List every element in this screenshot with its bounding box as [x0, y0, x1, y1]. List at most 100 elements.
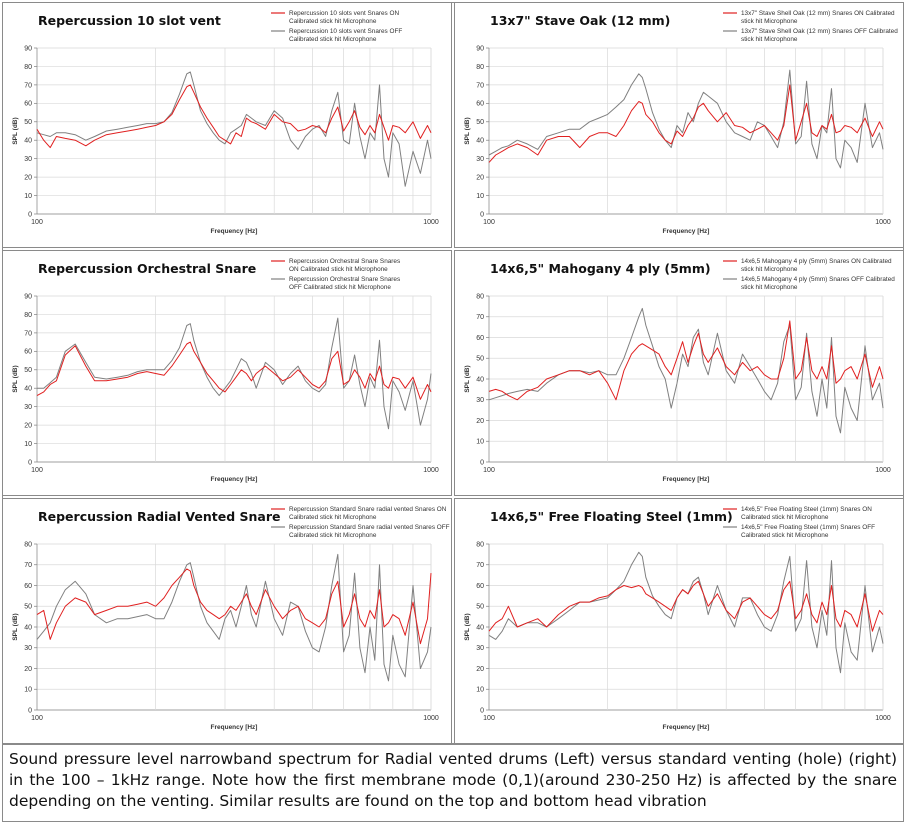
legend-label-off: 13x7" Stave Shell Oak (12 mm) Snares OFF… — [741, 28, 898, 35]
y-tick-label: 60 — [24, 101, 32, 108]
chart-panel-3: Repercussion Orchestral Snare 0 10 20 30 40 50… — [2, 250, 452, 496]
y-tick-label: 70 — [476, 562, 484, 569]
y-tick-label: 70 — [476, 82, 484, 89]
series-line-snares-on — [488, 580, 884, 632]
y-tick-label: 70 — [24, 330, 32, 337]
y-tick-label: 0 — [480, 459, 484, 466]
chart-svg-1: Repercussion 10 slot vent 0 10 20 30 40 50 60 70… — [12, 10, 439, 235]
y-tick-label: 80 — [476, 293, 484, 300]
series-line-snares-off — [37, 317, 432, 430]
x-axis-label: Frequency [Hz] — [211, 724, 258, 731]
x-axis-label: Frequency [Hz] — [663, 724, 710, 731]
x-axis-label: Frequency [Hz] — [663, 228, 710, 235]
y-tick-label: 50 — [24, 367, 32, 374]
y-axis-label: SPL (dB) — [464, 613, 471, 640]
y-tick-label: 20 — [24, 666, 32, 673]
y-tick-label: 10 — [24, 193, 32, 200]
y-tick-label: 30 — [24, 156, 32, 163]
x-tick-label: 100 — [483, 715, 495, 722]
legend-label-off: Repercussion Standard Snare radial vente… — [289, 524, 450, 531]
y-tick-label: 0 — [28, 459, 32, 466]
y-tick-label: 50 — [24, 119, 32, 126]
y-tick-label: 10 — [476, 687, 484, 694]
x-tick-label: 100 — [31, 219, 43, 226]
x-axis-label: Frequency [Hz] — [211, 228, 258, 235]
y-tick-label: 40 — [476, 138, 484, 145]
legend-label-on: Calibrated stick hit Microphone — [289, 18, 377, 25]
legend-label-on: Repercussion 10 slots vent Snares ON — [289, 10, 399, 17]
x-tick-label: 1000 — [875, 219, 891, 226]
chart-svg-2: 13x7" Stave Oak (12 mm) 0 10 20 30 40 50 60 70 80… — [464, 10, 898, 235]
x-tick-label: 100 — [31, 467, 43, 474]
y-tick-label: 30 — [476, 397, 484, 404]
figure-caption: Sound pressure level narrowband spectrum… — [2, 744, 904, 822]
y-tick-label: 60 — [24, 583, 32, 590]
series-line-snares-on — [36, 568, 432, 645]
legend-label-on: stick hit Microphone — [741, 18, 798, 25]
y-tick-label: 50 — [24, 604, 32, 611]
legend-label-off: stick hit Microphone — [741, 284, 798, 291]
y-tick-label: 50 — [476, 604, 484, 611]
legend-label-on: Calibrated stick hit Microphone — [741, 514, 829, 521]
legend-label-on: Repercussion Orchestral Snare Snares — [289, 258, 400, 265]
y-tick-label: 20 — [476, 418, 484, 425]
y-tick-label: 90 — [476, 45, 484, 52]
y-tick-label: 10 — [24, 441, 32, 448]
y-tick-label: 80 — [24, 312, 32, 319]
x-tick-label: 1000 — [423, 467, 439, 474]
y-tick-label: 40 — [24, 386, 32, 393]
y-tick-label: 30 — [24, 645, 32, 652]
y-tick-label: 40 — [24, 138, 32, 145]
series-line-snares-on — [488, 320, 884, 401]
series-line-snares-off — [36, 71, 432, 187]
y-tick-label: 80 — [476, 541, 484, 548]
x-tick-label: 1000 — [423, 219, 439, 226]
legend-label-off: Repercussion Orchestral Snare Snares — [289, 276, 400, 283]
x-tick-label: 1000 — [875, 715, 891, 722]
y-axis-label: SPL (dB) — [12, 365, 19, 392]
legend-label-on: Repercussion Standard Snare radial vente… — [289, 506, 447, 513]
y-axis-label: SPL (dB) — [464, 365, 471, 392]
legend-label-off: OFF Calibrated stick hit Microphone — [289, 284, 391, 291]
y-tick-label: 10 — [476, 193, 484, 200]
y-tick-label: 0 — [480, 707, 484, 714]
y-tick-label: 80 — [24, 541, 32, 548]
legend-label-off: Calibrated stick hit Microphone — [289, 36, 377, 43]
legend-label-on: stick hit Microphone — [741, 266, 798, 273]
y-tick-label: 80 — [24, 64, 32, 71]
x-axis-label: Frequency [Hz] — [663, 476, 710, 483]
x-tick-label: 1000 — [875, 467, 891, 474]
chart-title: 14x6,5" Free Floating Steel (1mm) — [490, 509, 733, 524]
chart-title: Repercussion Radial Vented Snare — [38, 509, 280, 524]
y-tick-label: 90 — [24, 293, 32, 300]
chart-panel-4: 14x6,5" Mahogany 4 ply (5mm) 0 10 20 30 40 50 6… — [454, 250, 904, 496]
y-tick-label: 70 — [24, 82, 32, 89]
y-tick-label: 60 — [476, 101, 484, 108]
chart-panel-5: Repercussion Radial Vented Snare 0 10 20 30 4… — [2, 498, 452, 744]
y-tick-label: 50 — [476, 356, 484, 363]
chart-title: Repercussion 10 slot vent — [38, 13, 221, 28]
x-tick-label: 100 — [31, 715, 43, 722]
y-tick-label: 70 — [24, 562, 32, 569]
series-line-snares-on — [36, 84, 432, 149]
y-tick-label: 70 — [476, 314, 484, 321]
x-tick-label: 100 — [483, 467, 495, 474]
chart-svg-3: Repercussion Orchestral Snare 0 10 20 30 40 50… — [12, 258, 439, 483]
series-line-snares-off — [488, 551, 884, 674]
y-tick-label: 20 — [476, 175, 484, 182]
legend-label-on: 13x7" Stave Shell Oak (12 mm) Snares ON … — [741, 10, 895, 17]
series-line-snares-on — [488, 84, 884, 163]
y-axis-label: SPL (dB) — [12, 613, 19, 640]
y-tick-label: 60 — [476, 583, 484, 590]
y-tick-label: 20 — [24, 175, 32, 182]
y-tick-label: 30 — [476, 156, 484, 163]
legend-label-off: 14x6,5 Mahogany 4 ply (5mm) Snares OFF C… — [741, 276, 895, 283]
y-tick-label: 40 — [24, 624, 32, 631]
chart-svg-5: Repercussion Radial Vented Snare 0 10 20 30 4… — [12, 506, 450, 731]
y-axis-label: SPL (dB) — [12, 117, 19, 144]
chart-title: 14x6,5" Mahogany 4 ply (5mm) — [490, 261, 711, 276]
legend-label-off: Repercussion 10 slots vent Snares OFF — [289, 28, 402, 35]
chart-panel-1: Repercussion 10 slot vent 0 10 20 30 40 50 60 70… — [2, 2, 452, 248]
chart-panel-6: 14x6,5" Free Floating Steel (1mm) 0 10 20 30… — [454, 498, 904, 744]
chart-title: 13x7" Stave Oak (12 mm) — [490, 13, 670, 28]
